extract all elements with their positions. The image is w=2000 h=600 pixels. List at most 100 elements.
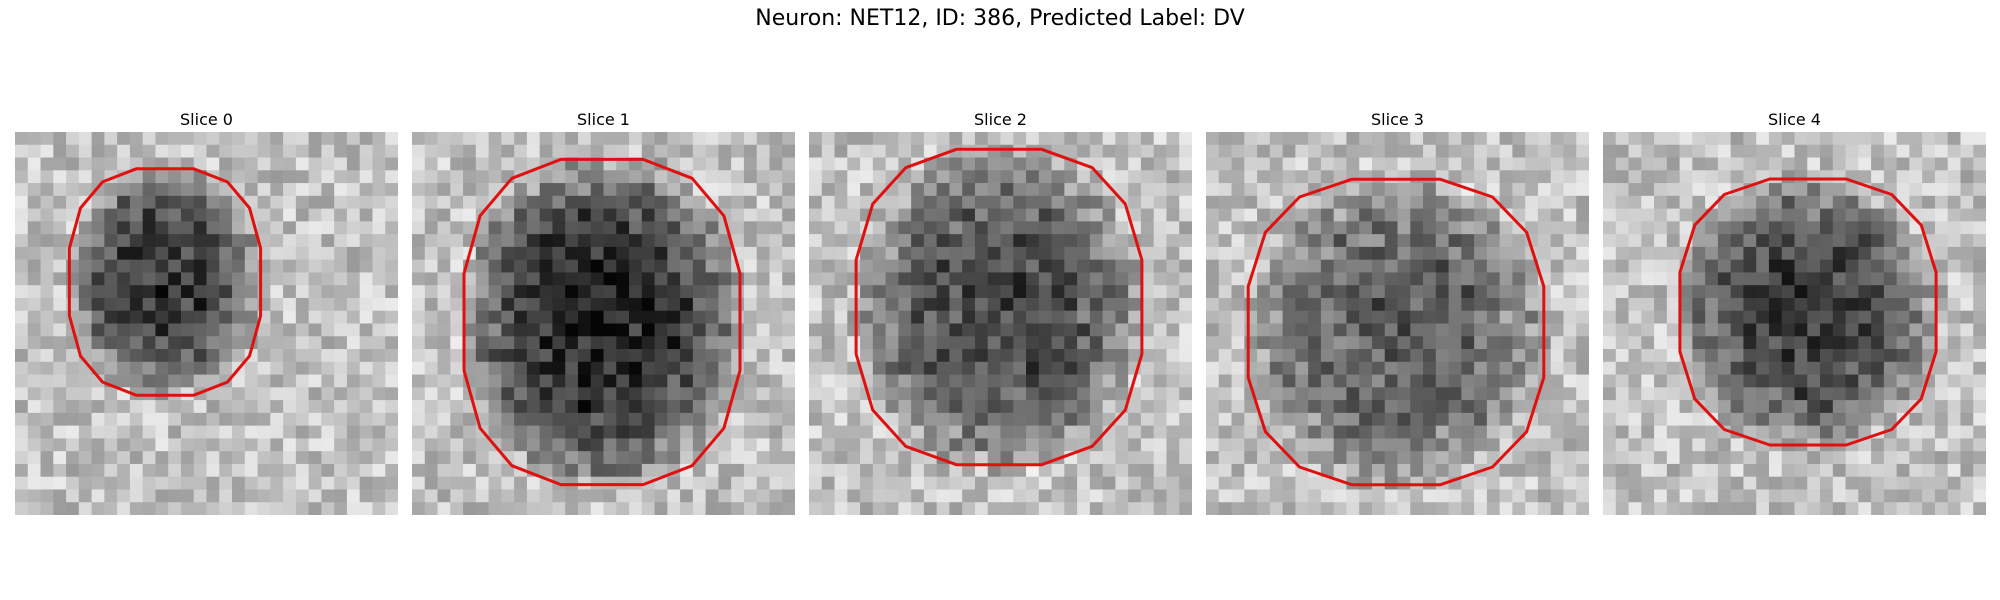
pixel (1666, 132, 1681, 146)
pixel (1026, 476, 1040, 491)
pixel (308, 374, 322, 388)
pixel (1934, 400, 1949, 414)
pixel (1717, 412, 1732, 427)
pixel (1359, 489, 1373, 503)
pixel (1628, 349, 1642, 363)
pixel (91, 234, 105, 248)
pixel (1820, 195, 1834, 210)
pixel (180, 323, 195, 337)
pixel (1525, 195, 1539, 210)
pixel (1231, 132, 1245, 146)
pixel (616, 246, 630, 261)
pixel (1410, 425, 1424, 439)
pixel (1858, 400, 1872, 414)
pixel (385, 183, 398, 197)
pixel (847, 285, 861, 299)
pixel (1858, 246, 1872, 261)
pixel (219, 310, 233, 325)
pixel (334, 400, 348, 414)
pixel (450, 157, 464, 171)
pixel (911, 387, 925, 401)
pixel (1000, 157, 1014, 171)
pixel (603, 208, 617, 222)
pixel (1308, 349, 1322, 363)
pixel (1525, 144, 1539, 159)
pixel (1423, 502, 1437, 515)
pixel (1525, 183, 1539, 197)
pixel (308, 157, 322, 171)
pixel (821, 170, 836, 184)
pixel (654, 451, 668, 465)
pixel (283, 246, 297, 261)
pixel (705, 170, 719, 184)
pixel (1756, 336, 1770, 350)
pixel (232, 208, 246, 222)
pixel (1115, 438, 1129, 452)
pixel (847, 400, 861, 414)
pixel (616, 183, 630, 197)
pixel (1794, 336, 1808, 350)
pixel (847, 374, 861, 388)
pixel (1038, 374, 1053, 388)
pixel (232, 246, 246, 261)
pixel (475, 183, 490, 197)
pixel (756, 438, 771, 452)
pixel (372, 144, 386, 159)
pixel (283, 349, 297, 363)
pixel (1179, 195, 1192, 210)
pixel (1756, 183, 1770, 197)
pixel (168, 451, 182, 465)
pixel (1115, 387, 1129, 401)
pixel (911, 297, 925, 312)
pixel (1756, 234, 1770, 248)
pixel (1871, 285, 1885, 299)
pixel (1820, 157, 1834, 171)
pixel (705, 310, 719, 325)
pixel (334, 476, 348, 491)
pixel (860, 259, 874, 274)
pixel (514, 259, 528, 274)
pixel (232, 297, 246, 312)
pixel (463, 144, 477, 159)
pixel (514, 400, 528, 414)
pixel (885, 349, 899, 363)
pixel (923, 183, 938, 197)
pixel (629, 310, 643, 325)
pixel (1435, 438, 1450, 452)
pixel (1218, 412, 1233, 427)
pixel (1743, 438, 1757, 452)
pixel (1257, 400, 1271, 414)
pixel (769, 246, 783, 261)
pixel (78, 259, 93, 274)
pixel (1295, 170, 1309, 184)
pixel (1628, 361, 1642, 376)
pixel (1166, 400, 1180, 414)
pixel (1166, 349, 1180, 363)
pixel (1038, 183, 1053, 197)
pixel (1320, 272, 1335, 286)
pixel (488, 387, 502, 401)
pixel (1282, 463, 1296, 478)
pixel (923, 361, 938, 376)
pixel (1947, 323, 1962, 337)
pixel (1128, 310, 1142, 325)
pixel (1883, 272, 1898, 286)
pixel (1295, 132, 1309, 146)
pixel (1474, 361, 1488, 376)
pixel (1615, 183, 1630, 197)
pixel (359, 489, 374, 503)
pixel (1679, 336, 1693, 350)
pixel (1371, 374, 1386, 388)
pixel (1206, 310, 1220, 325)
pixel (949, 170, 963, 184)
pixel (834, 323, 848, 337)
pixel (885, 387, 899, 401)
pixel (321, 438, 335, 452)
pixel (641, 310, 656, 325)
pixel (206, 425, 220, 439)
pixel (321, 259, 335, 274)
pixel (1397, 502, 1411, 515)
pixel (987, 361, 1002, 376)
pixel (450, 438, 464, 452)
pixel (641, 502, 656, 515)
